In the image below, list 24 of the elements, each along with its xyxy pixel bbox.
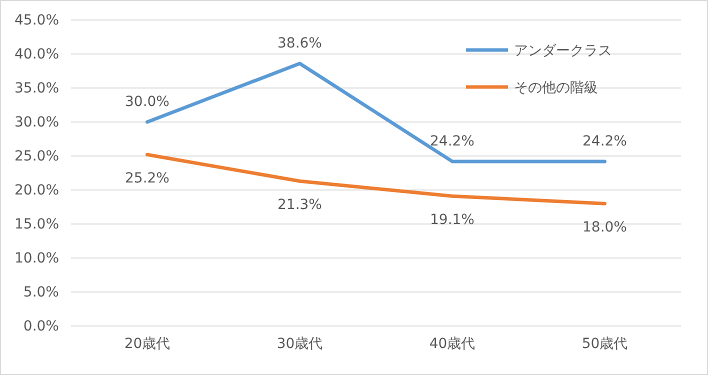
legend-label: その他の階級 <box>514 80 598 96</box>
data-label: 21.3% <box>278 197 322 214</box>
x-tick-label: 50歳代 <box>582 336 628 352</box>
y-tick-label: 45.0% <box>14 12 59 28</box>
x-tick-label: 40歳代 <box>429 336 476 352</box>
y-tick-label: 15.0% <box>14 216 59 232</box>
y-tick-label: 40.0% <box>14 46 59 62</box>
y-tick-label: 0.0% <box>23 318 59 334</box>
data-label: 24.2% <box>430 133 474 150</box>
data-label: 25.2% <box>125 170 170 187</box>
y-tick-label: 35.0% <box>14 80 59 96</box>
data-label: 18.0% <box>582 220 627 236</box>
y-tick-label: 5.0% <box>23 284 59 300</box>
x-tick-label: 20歳代 <box>124 336 170 352</box>
data-label: 30.0% <box>125 94 170 110</box>
data-label: 38.6% <box>278 36 322 52</box>
x-tick-label: 30歳代 <box>276 336 323 352</box>
y-tick-label: 20.0% <box>14 182 59 198</box>
y-tick-label: 30.0% <box>14 114 59 130</box>
y-tick-label: 10.0% <box>14 250 59 266</box>
data-label: 19.1% <box>430 212 474 228</box>
legend-label: アンダークラス <box>514 43 612 59</box>
data-label: 24.2% <box>582 133 627 150</box>
y-tick-label: 25.0% <box>14 148 59 164</box>
